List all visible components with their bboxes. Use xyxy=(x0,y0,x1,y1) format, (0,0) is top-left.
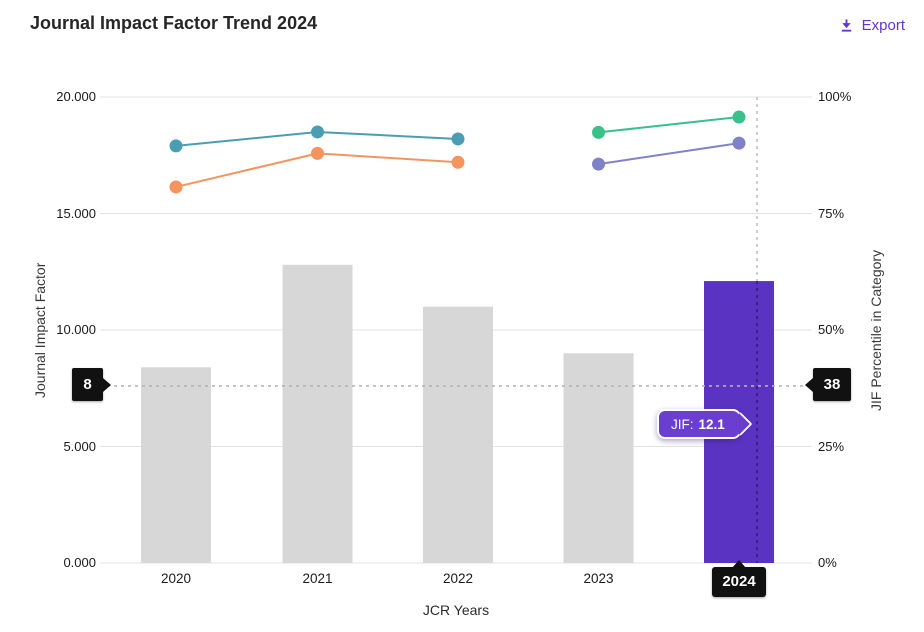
export-button[interactable]: Export xyxy=(839,15,905,36)
crosshair-right-value-badge: 38 xyxy=(813,368,851,401)
right-tick-100: 100% xyxy=(818,89,852,104)
export-label: Export xyxy=(861,17,905,34)
jif-percentile-category-teal-point[interactable] xyxy=(169,139,183,153)
y-axis-left-title: Journal Impact Factor xyxy=(32,262,48,398)
right-tick-50: 50% xyxy=(818,322,845,337)
x-axis-label-2020: 2020 xyxy=(160,571,192,586)
bar-2020[interactable] xyxy=(141,367,211,563)
right-tick-75: 75% xyxy=(818,205,845,221)
jif-percentile-category-lavender-line xyxy=(598,142,740,166)
left-tick-15000: 15.000 xyxy=(56,205,96,221)
page-title: Journal Impact Factor Trend 2024 xyxy=(30,13,318,33)
left-tick-20000: 20.000 xyxy=(56,89,96,104)
x-axis-label-2023: 2023 xyxy=(583,571,614,586)
left-tick-10000: 10.000 xyxy=(56,322,96,337)
download-icon xyxy=(839,18,854,33)
left-tick-5000: 5.000 xyxy=(63,438,96,454)
right-tick-25: 25% xyxy=(818,438,845,454)
x-axis-label-2021: 2021 xyxy=(302,571,333,586)
jif-percentile-category-lavender-point[interactable] xyxy=(732,136,746,150)
jif-percentile-category-orange-point[interactable] xyxy=(451,155,465,169)
tooltip-label: JIF: xyxy=(671,416,694,432)
jif-percentile-category-teal-point[interactable] xyxy=(311,125,324,139)
bar-2021[interactable] xyxy=(282,264,353,563)
tooltip-value: 12.1 xyxy=(698,416,725,432)
jif-percentile-category-teal-point[interactable] xyxy=(451,132,465,146)
crosshair-left-value-badge: 8 xyxy=(72,368,103,401)
right-tick-0: 0% xyxy=(818,555,837,570)
bar-2023[interactable] xyxy=(563,353,634,563)
jif-tooltip: JIF: 12.1 xyxy=(657,409,741,439)
x-axis-label-2022: 2022 xyxy=(442,571,474,586)
x-axis-title: JCR Years xyxy=(422,602,490,618)
jif-percentile-category-orange-point[interactable] xyxy=(311,146,324,160)
jif-percentile-category-orange-point[interactable] xyxy=(169,180,183,194)
jif-percentile-category-green-point[interactable] xyxy=(592,125,605,139)
jif-percentile-category-green-line xyxy=(598,116,740,134)
bar-2022[interactable] xyxy=(423,306,493,563)
jif-percentile-category-green-point[interactable] xyxy=(732,110,746,124)
left-tick-0000: 0.000 xyxy=(63,555,96,570)
y-axis-right-title: JIF Percentile in Category xyxy=(868,249,884,411)
jif-percentile-category-lavender-point[interactable] xyxy=(592,157,605,171)
selected-year-badge: 2024 xyxy=(712,567,766,597)
